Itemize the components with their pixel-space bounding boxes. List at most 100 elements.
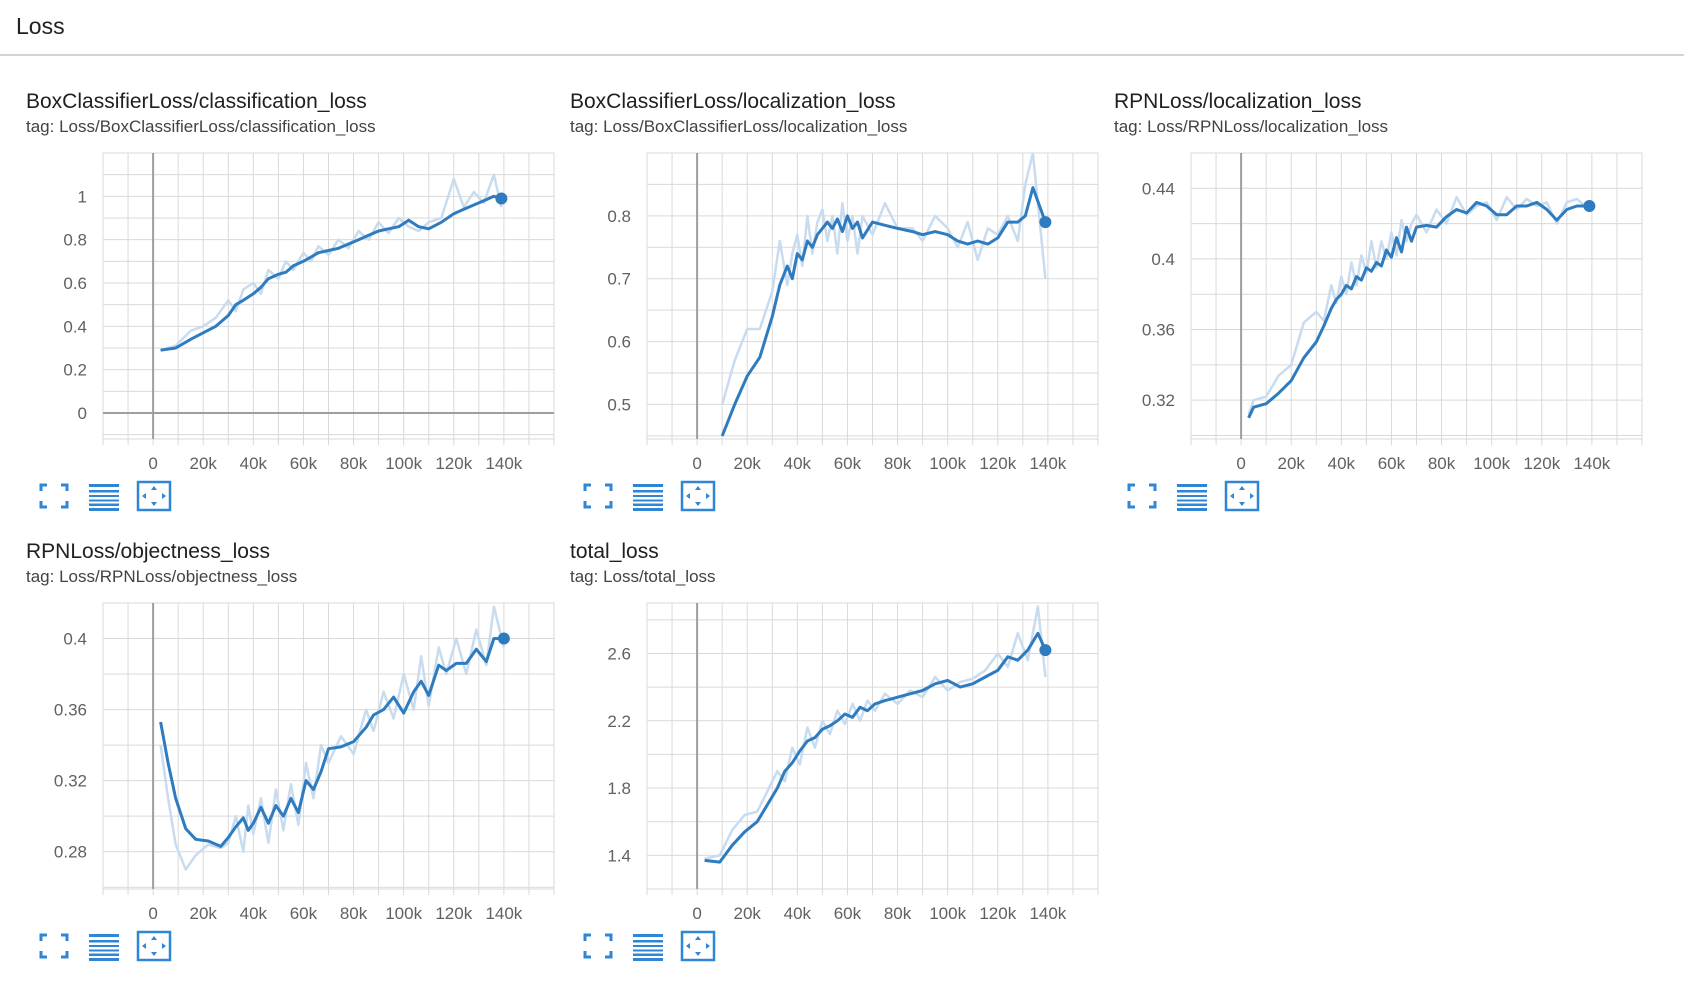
smoothed-series-line [159,637,504,848]
y-tick-label: 0.36 [1142,321,1175,340]
fit-domain-button[interactable] [680,930,716,962]
last-point-marker[interactable] [1039,216,1052,229]
toggle-log-scale-button[interactable] [86,930,122,962]
chart-plot[interactable]: 0 20k 40k 60k 80k 100k 120k 140k 0 0.2 0.4 0.6 0.8 1 [0,0,555,473]
chart-plot[interactable]: 0 20k 40k 60k 80k 100k 120k 140k 1.4 1.8 2.2 2.6 [544,450,1099,923]
y-tick-label: 0.6 [63,274,87,293]
expand-chart-button[interactable] [36,480,72,512]
chart-plot[interactable]: 0 20k 40k 60k 80k 100k 120k 140k 0.5 0.6 0.7 0.8 [544,0,1099,473]
expand-chart-button[interactable] [580,480,616,512]
x-tick-label: 120k [1523,454,1560,473]
chart-tag: tag: Loss/RPNLoss/objectness_loss [26,567,298,586]
y-tick-label: 1.8 [607,779,631,798]
chart-tag: tag: Loss/RPNLoss/localization_loss [1114,117,1389,136]
x-tick-label: 100k [1473,454,1510,473]
toggle-log-scale-button[interactable] [630,930,666,962]
section-title: Loss [16,13,65,39]
toggle-log-scale-button[interactable] [1174,480,1210,512]
fit-domain-icon [680,930,716,962]
fullscreen-icon [36,930,72,962]
x-tick-label: 20k [1278,454,1306,473]
y-tick-label: 0.8 [607,207,631,226]
expand-chart-button[interactable] [580,930,616,962]
x-tick-label: 40k [784,904,812,923]
x-tick-label: 0 [692,454,701,473]
log-scale-icon [1174,480,1210,512]
toggle-log-scale-button[interactable] [86,480,122,512]
chart-title: RPNLoss/objectness_loss [26,540,270,563]
x-tick-label: 80k [884,454,912,473]
fit-domain-button[interactable] [136,480,172,512]
chart-tag: tag: Loss/BoxClassifierLoss/classificati… [26,117,376,136]
y-tick-label: 0.5 [607,395,631,414]
fit-domain-icon [136,480,172,512]
x-tick-label: 80k [884,904,912,923]
fit-domain-icon [136,930,172,962]
y-tick-label: 0.4 [63,630,87,649]
x-tick-label: 80k [1428,454,1456,473]
x-tick-label: 0 [148,454,157,473]
y-tick-label: 2.6 [607,644,631,663]
fit-domain-icon [680,480,716,512]
log-scale-icon [630,480,666,512]
last-point-marker[interactable] [495,192,508,205]
fit-domain-button[interactable] [680,480,716,512]
x-tick-label: 140k [485,904,522,923]
y-tick-label: 0.32 [1142,391,1175,410]
x-tick-label: 0 [148,904,157,923]
x-tick-label: 0 [692,904,701,923]
x-tick-label: 60k [834,454,862,473]
chart-card: RPNLoss/localization_loss tag: Loss/RPNLo… [1088,0,1643,512]
x-tick-label: 100k [385,904,422,923]
smoothed-series-line [704,631,1047,864]
fit-domain-icon [1224,480,1260,512]
last-point-marker[interactable] [497,632,510,645]
y-tick-label: 1.4 [607,846,631,865]
y-tick-label: 0.2 [63,361,87,380]
last-point-marker[interactable] [1039,644,1052,657]
x-tick-label: 60k [1378,454,1406,473]
x-tick-label: 20k [734,454,762,473]
fullscreen-icon [580,930,616,962]
fullscreen-icon [36,480,72,512]
y-tick-label: 0.32 [54,772,87,791]
x-tick-label: 100k [929,454,966,473]
toggle-log-scale-button[interactable] [630,480,666,512]
x-tick-label: 60k [834,904,862,923]
x-tick-label: 20k [190,454,218,473]
x-tick-label: 40k [1328,454,1356,473]
log-scale-icon [86,930,122,962]
log-scale-icon [630,930,666,962]
y-tick-label: 0.6 [607,333,631,352]
y-tick-label: 0.44 [1142,179,1175,198]
expand-chart-button[interactable] [36,930,72,962]
x-tick-label: 80k [340,454,368,473]
last-point-marker[interactable] [1583,199,1596,212]
y-tick-label: 0.4 [1151,250,1175,269]
chart-plot[interactable]: 0 20k 40k 60k 80k 100k 120k 140k 0.32 0.36 0.4 0.44 [1088,0,1643,473]
smoothed-series-line [720,186,1047,437]
x-tick-label: 120k [435,454,472,473]
y-tick-label: 2.2 [607,712,631,731]
section-header: Loss [0,0,1684,56]
fit-domain-button[interactable] [1224,480,1260,512]
chart-title: total_loss [570,540,659,563]
x-tick-label: 20k [734,904,762,923]
raw-series-line [159,605,506,871]
x-tick-label: 140k [1573,454,1610,473]
x-tick-label: 40k [784,454,812,473]
x-tick-label: 0 [1236,454,1245,473]
x-tick-label: 40k [240,904,268,923]
x-tick-label: 80k [340,904,368,923]
raw-series-line [704,605,1047,860]
raw-series-line [720,153,1047,405]
fit-domain-button[interactable] [136,930,172,962]
y-tick-label: 0.8 [63,231,87,250]
chart-title: BoxClassifierLoss/classification_loss [26,90,367,113]
expand-chart-button[interactable] [1124,480,1160,512]
x-tick-label: 100k [385,454,422,473]
chart-plot[interactable]: 0 20k 40k 60k 80k 100k 120k 140k 0.28 0.32 0.36 0.4 [0,450,555,923]
y-tick-label: 0 [78,404,87,423]
fullscreen-icon [580,480,616,512]
